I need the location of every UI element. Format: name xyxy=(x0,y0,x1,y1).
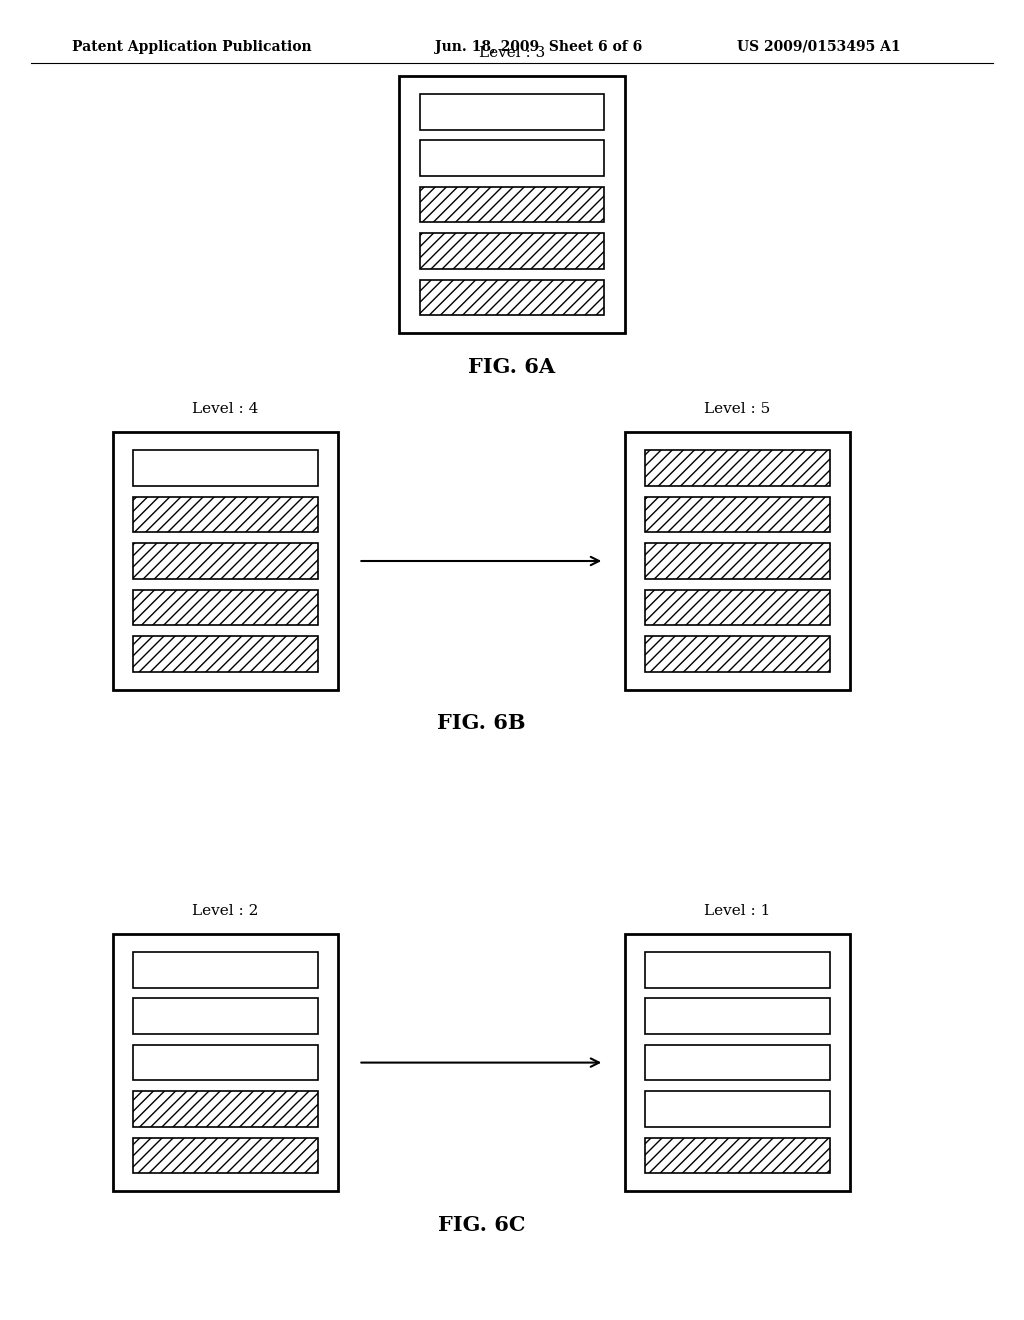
Bar xyxy=(133,543,317,579)
Bar xyxy=(420,94,604,129)
Bar xyxy=(420,186,604,223)
Bar xyxy=(399,77,625,334)
Bar xyxy=(645,496,829,532)
Text: Level : 2: Level : 2 xyxy=(193,904,258,919)
Bar xyxy=(645,450,829,486)
Bar xyxy=(133,496,317,532)
Text: Level : 5: Level : 5 xyxy=(705,403,770,417)
Text: US 2009/0153495 A1: US 2009/0153495 A1 xyxy=(737,40,901,54)
Bar xyxy=(420,234,604,269)
Text: Level : 4: Level : 4 xyxy=(193,403,258,417)
Bar xyxy=(133,636,317,672)
Bar xyxy=(645,590,829,626)
Bar xyxy=(113,935,338,1191)
Bar xyxy=(113,433,338,689)
Bar xyxy=(645,636,829,672)
Bar xyxy=(645,952,829,987)
Bar xyxy=(645,1044,829,1081)
Text: FIG. 6B: FIG. 6B xyxy=(437,714,525,734)
Bar xyxy=(645,543,829,579)
Bar xyxy=(625,935,850,1191)
Text: FIG. 6A: FIG. 6A xyxy=(468,358,556,378)
Bar xyxy=(133,1092,317,1127)
Bar xyxy=(133,1044,317,1081)
Bar xyxy=(133,450,317,486)
Bar xyxy=(420,140,604,176)
Text: Level : 3: Level : 3 xyxy=(479,46,545,59)
Bar xyxy=(625,433,850,689)
Bar xyxy=(645,1092,829,1127)
Text: FIG. 6C: FIG. 6C xyxy=(437,1214,525,1236)
Bar xyxy=(133,590,317,626)
Bar xyxy=(133,998,317,1034)
Bar xyxy=(645,1138,829,1173)
Bar xyxy=(645,998,829,1034)
Text: Level : 1: Level : 1 xyxy=(705,904,770,919)
Bar xyxy=(133,952,317,987)
Bar xyxy=(133,1138,317,1173)
Text: Patent Application Publication: Patent Application Publication xyxy=(72,40,311,54)
Bar xyxy=(420,280,604,315)
Text: Jun. 18, 2009  Sheet 6 of 6: Jun. 18, 2009 Sheet 6 of 6 xyxy=(435,40,642,54)
